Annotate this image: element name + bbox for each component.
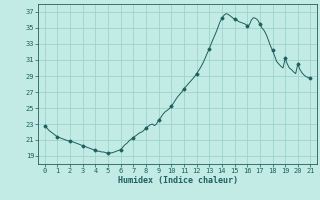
X-axis label: Humidex (Indice chaleur): Humidex (Indice chaleur) [118,176,238,185]
